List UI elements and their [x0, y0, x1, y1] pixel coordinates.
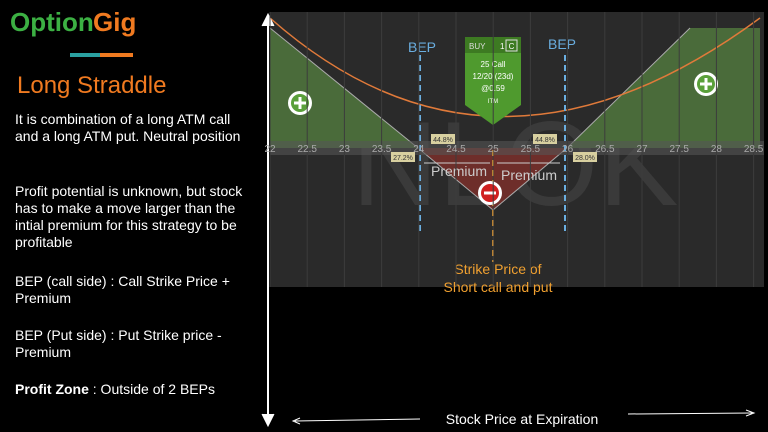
x-tick-label: 23.5: [372, 144, 392, 155]
strike-note: Short call and put: [444, 279, 553, 295]
x-tick-label: 27: [636, 144, 648, 155]
order-side: BUY: [469, 42, 486, 51]
profit-zone-right: [567, 28, 760, 148]
x-tick-label: 26: [562, 144, 574, 155]
paragraph: It is combination of a long ATM call and…: [15, 111, 241, 144]
logo-bar: [70, 53, 100, 57]
paragraph: Profit potential is unknown, but stock h…: [15, 183, 243, 250]
x-tick-label: 25.5: [521, 144, 541, 155]
x-arrow: [627, 412, 753, 415]
percent-label: 44.8%: [433, 137, 453, 144]
x-tick-label: 22: [264, 144, 276, 155]
logo-part2: Gig: [93, 7, 136, 37]
x-tick-label: 24: [413, 144, 425, 155]
order-qty: 1: [500, 42, 505, 51]
y-arrow-heads: [261, 12, 275, 428]
plus-sign: [294, 97, 306, 109]
x-tick-label: 23: [339, 144, 351, 155]
profit-zone-label: Profit Zone: [15, 381, 89, 397]
profit-zone-text: : Outside of 2 BEPs: [88, 381, 215, 397]
percent-badge: [573, 152, 597, 162]
bep-label: BEP: [408, 39, 436, 55]
premium-label: Premium: [501, 167, 557, 183]
x-tick-label: 27.5: [669, 144, 689, 155]
paragraph: BEP (Put side) : Put Strike price - Prem…: [15, 327, 222, 360]
x-arrow-heads: [291, 409, 756, 425]
x-tick-label: 26.5: [595, 144, 615, 155]
axis-band: [270, 141, 764, 155]
logo-bar: [100, 53, 133, 57]
slide-title: Long Straddle: [17, 72, 166, 99]
percent-label: 44.8%: [535, 137, 555, 144]
percent-badge: [391, 152, 415, 162]
x-tick-label: 28: [711, 144, 723, 155]
logo-part1: Option: [10, 7, 94, 37]
plus-sign: [700, 78, 712, 90]
percent-badge: [431, 134, 455, 144]
x-tick-label: 22.5: [297, 144, 317, 155]
paragraph: BEP (call side) : Call Strike Price + Pr…: [15, 273, 230, 306]
x-tick-label: 24.5: [446, 144, 466, 155]
x-arrow: [294, 418, 421, 422]
x-axis-label: Stock Price at Expiration: [446, 411, 599, 427]
profit-zone-note: Profit Zone : Outside of 2 BEPs: [15, 381, 253, 398]
premium-label: Premium: [431, 163, 487, 179]
percent-label: 27.2%: [393, 155, 413, 162]
order-type-box: [505, 39, 518, 52]
x-tick-label: 28.5: [744, 144, 764, 155]
percent-badge: [533, 134, 557, 144]
bep-label: BEP: [548, 36, 576, 52]
strike-note: Strike Price of: [454, 261, 541, 277]
percent-label: 28.0%: [575, 155, 595, 162]
x-tick-label: 25: [488, 144, 500, 155]
order-type: C: [509, 42, 515, 51]
